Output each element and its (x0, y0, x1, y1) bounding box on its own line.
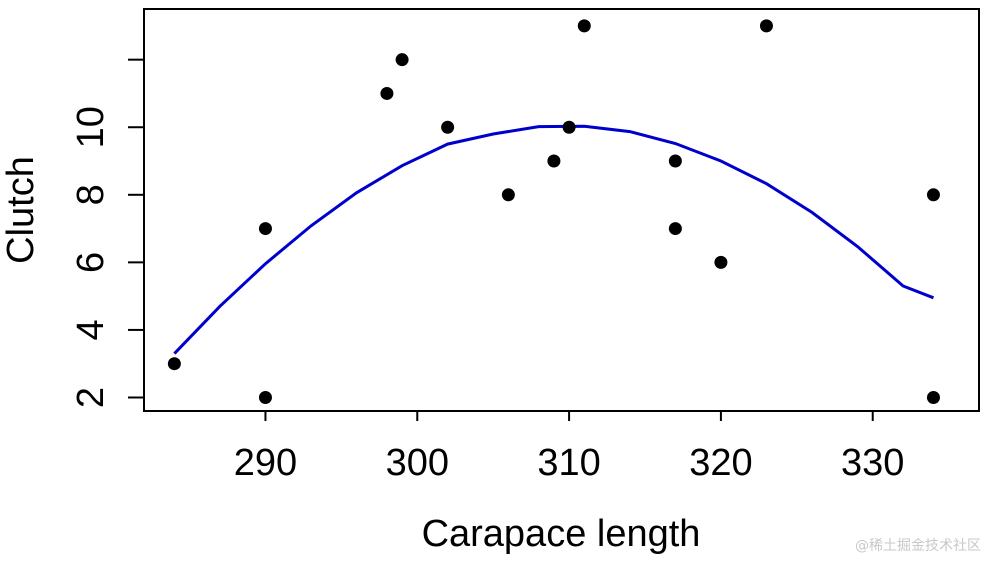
y-tick-label: 8 (70, 184, 112, 205)
x-tick-label: 290 (234, 442, 297, 484)
y-tick-label: 6 (70, 252, 112, 273)
x-tick-label: 330 (841, 442, 904, 484)
data-point-10 (668, 154, 682, 168)
data-point-2 (258, 390, 272, 404)
data-point-9 (577, 19, 591, 33)
data-point-3 (380, 86, 394, 100)
data-point-11 (668, 222, 682, 236)
x-tick-label: 300 (386, 442, 449, 484)
data-point-8 (562, 120, 576, 134)
y-tick-label: 4 (70, 319, 112, 340)
watermark: @稀土掘金技术社区 (855, 538, 981, 554)
data-point-12 (714, 255, 728, 269)
data-point-0 (167, 357, 181, 371)
fit-curve (173, 124, 935, 355)
data-point-1 (258, 222, 272, 236)
data-points (167, 19, 940, 404)
x-axis: 290 300 310 320 330 (234, 411, 904, 484)
data-point-14 (926, 188, 940, 202)
y-tick-label: 2 (70, 387, 112, 408)
data-point-13 (759, 19, 773, 33)
x-tick-label: 320 (689, 442, 752, 484)
data-point-4 (395, 53, 409, 67)
y-tick-label: 10 (70, 106, 112, 148)
data-point-15 (926, 390, 940, 404)
data-point-6 (501, 188, 515, 202)
y-axis-label: Clutch (0, 156, 42, 264)
data-point-7 (547, 154, 561, 168)
plot-frame (143, 8, 980, 412)
data-point-5 (441, 120, 455, 134)
y-axis: 2 4 6 8 10 (70, 58, 144, 408)
x-axis-label: Carapace length (422, 513, 701, 555)
x-tick-label: 310 (537, 442, 600, 484)
